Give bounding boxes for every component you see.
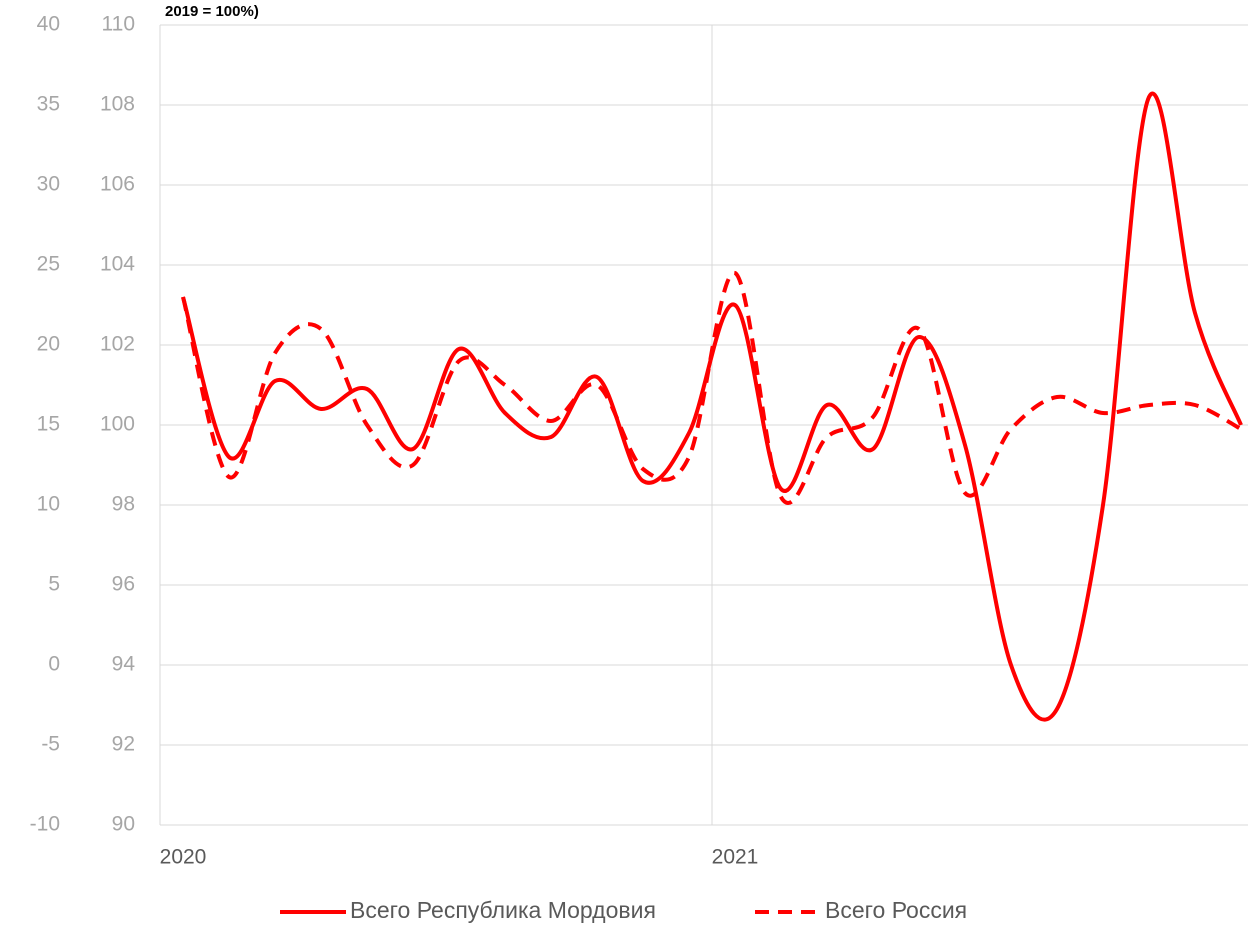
y2-tick-label: 20 (37, 333, 60, 356)
y-tick-label: 94 (112, 653, 136, 676)
legend-label: Всего Россия (825, 897, 967, 923)
y-tick-label: 104 (100, 253, 135, 276)
y2-tick-label: 10 (37, 493, 60, 516)
y2-tick-label: 40 (37, 13, 60, 36)
y2-tick-label: 30 (37, 173, 60, 196)
y-tick-label: 110 (102, 13, 135, 36)
y-tick-label: 106 (100, 173, 135, 196)
chart-title: 2019 = 100%) (165, 3, 259, 20)
y2-tick-label: 5 (48, 573, 60, 596)
y2-tick-label: 25 (37, 253, 60, 276)
y-tick-label: 96 (112, 573, 135, 596)
series-line (181, 270, 1242, 505)
y-tick-label: 92 (112, 733, 135, 756)
y-tick-label: 108 (100, 93, 135, 116)
y2-tick-label: 15 (37, 413, 60, 436)
x-tick-label: 2020 (160, 846, 207, 869)
x-tick-label: 2021 (712, 846, 759, 869)
y2-tick-label: -10 (30, 813, 60, 836)
y2-tick-label: 35 (37, 93, 60, 116)
y2-tick-label: 0 (48, 653, 60, 676)
legend-label: Всего Республика Мордовия (350, 897, 656, 923)
y-tick-label: 90 (112, 813, 135, 836)
y-tick-label: 102 (100, 333, 135, 356)
y2-tick-label: -5 (41, 733, 60, 756)
y-tick-label: 98 (112, 493, 135, 516)
y-tick-label: 100 (100, 413, 135, 436)
